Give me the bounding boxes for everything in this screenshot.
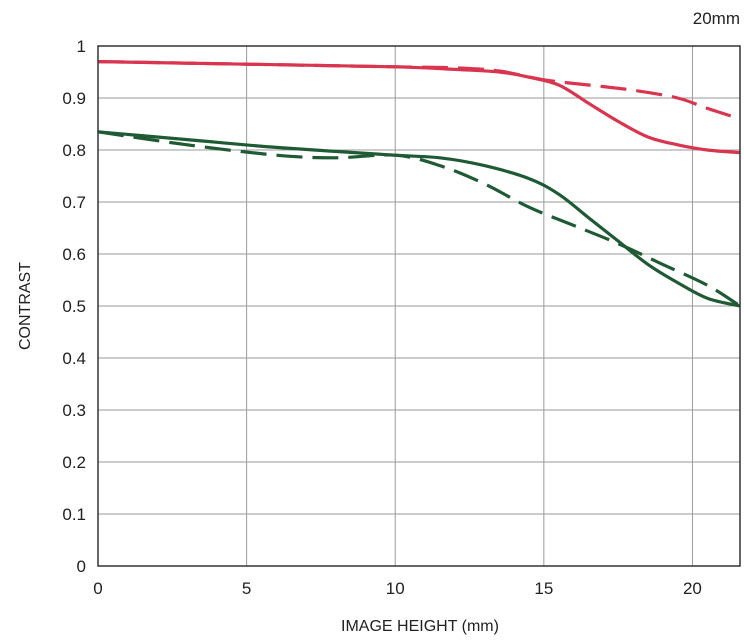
x-axis-label: IMAGE HEIGHT (mm): [341, 618, 499, 635]
y-tick-label: 0.9: [62, 89, 86, 108]
series-line-2: [97, 60, 741, 121]
y-axis-ticks: 0 0.1 0.2 0.3 0.4 0.5 0.6 0.7 0.8 0.9 1: [62, 37, 86, 576]
y-tick-label: 0.8: [62, 141, 86, 160]
y-tick-label: 0.5: [62, 297, 86, 316]
x-tick-label: 15: [534, 579, 553, 598]
y-tick-label: 0: [77, 557, 86, 576]
y-tick-label: 1: [77, 37, 86, 56]
x-tick-label: 20: [683, 579, 702, 598]
y-tick-label: 0.7: [62, 193, 86, 212]
x-axis-ticks: 0 5 10 15 20: [93, 579, 702, 598]
y-tick-label: 0.4: [62, 349, 86, 368]
series-line-4: [97, 130, 741, 308]
series-line-3: [97, 130, 741, 308]
y-tick-label: 0.6: [62, 245, 86, 264]
series-group: [97, 60, 741, 308]
chart-title: 20mm: [693, 9, 740, 28]
grid: [97, 45, 740, 567]
x-tick-label: 5: [242, 579, 251, 598]
y-axis-label: CONTRAST: [17, 262, 34, 350]
x-tick-label: 10: [386, 579, 405, 598]
y-tick-label: 0.3: [62, 401, 86, 420]
plot-frame: [97, 45, 741, 567]
x-tick-label: 0: [93, 579, 102, 598]
y-tick-label: 0.1: [62, 505, 86, 524]
y-tick-label: 0.2: [62, 453, 86, 472]
